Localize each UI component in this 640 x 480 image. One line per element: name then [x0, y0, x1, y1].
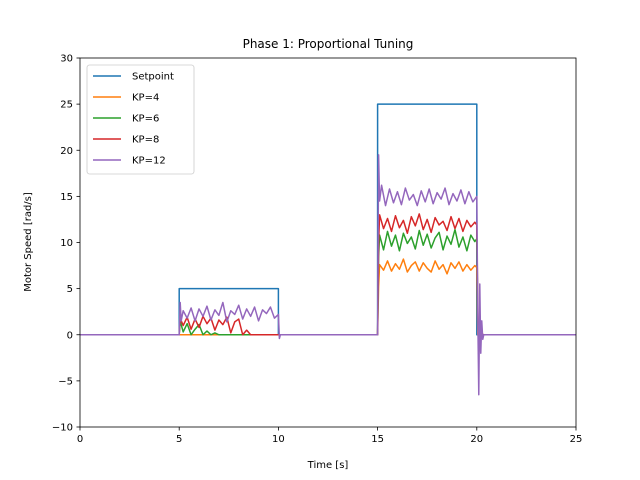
legend-label-kp-12: KP=12	[132, 156, 166, 167]
series-line-kp-6	[80, 228, 576, 345]
x-tick-label: 5	[176, 434, 182, 445]
y-tick-label: −10	[52, 423, 73, 434]
legend-label-kp-4: KP=4	[132, 93, 159, 104]
y-tick-label: 20	[60, 146, 73, 157]
series-line-kp-12	[80, 154, 576, 396]
x-axis-label: Time [s]	[307, 460, 349, 471]
chart-title: Phase 1: Proportional Tuning	[243, 37, 414, 51]
y-tick-label: 10	[60, 238, 73, 249]
legend-box	[86, 64, 195, 175]
legend-label-setpoint: Setpoint	[132, 72, 174, 83]
y-tick-label: 0	[67, 330, 73, 341]
series-line-kp-8	[80, 213, 576, 354]
x-tick-label: 25	[570, 434, 583, 445]
series-lines	[80, 103, 576, 396]
x-tick-label: 15	[371, 434, 384, 445]
y-axis-label: Motor Speed [rad/s]	[23, 192, 34, 292]
y-tick-label: 25	[60, 100, 73, 111]
y-tick-label: 5	[67, 284, 73, 295]
series-line-kp-4	[80, 258, 576, 336]
legend: Setpoint KP=4 KP=6 KP=8 KP=12	[86, 64, 195, 175]
y-tick-label: 30	[60, 54, 73, 65]
legend-label-kp-6: KP=6	[132, 114, 159, 125]
x-tick-label: 10	[272, 434, 285, 445]
y-tick-label: −5	[58, 376, 73, 387]
x-tick-label: 20	[470, 434, 483, 445]
y-tick-label: 15	[60, 192, 73, 203]
x-tick-label: 0	[77, 434, 83, 445]
legend-label-kp-8: KP=8	[132, 135, 159, 146]
plot-area: 0 5 10 15 20 25 −10 −5 0 5 10 15 20 25 30	[52, 54, 582, 446]
